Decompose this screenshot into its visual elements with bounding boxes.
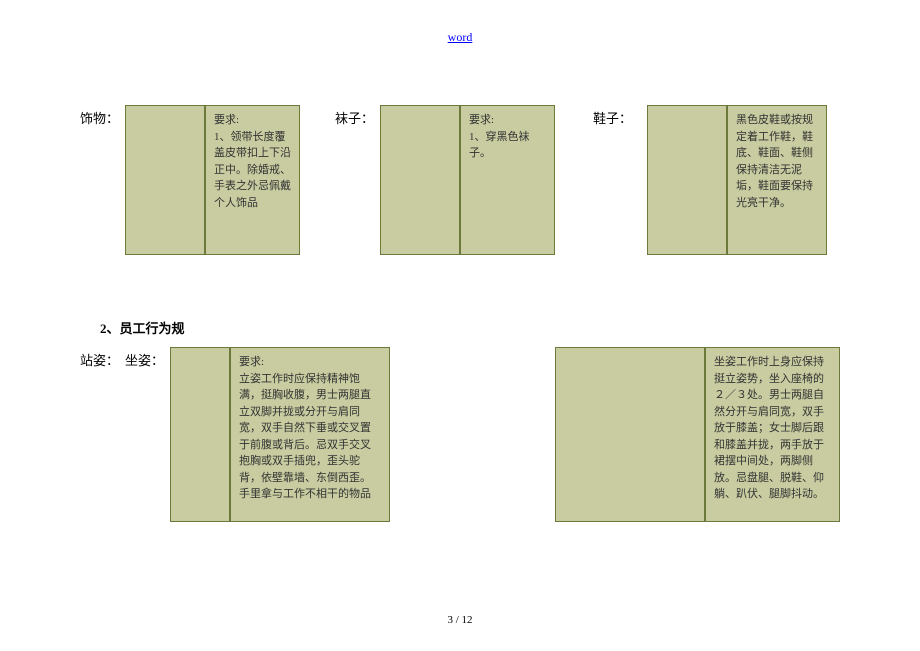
- box-accessories-left: [125, 105, 205, 255]
- box-standing-left: [170, 347, 230, 522]
- label-accessories: 饰物：: [80, 108, 119, 127]
- section-title: 2、员工行为规: [100, 318, 185, 337]
- box-sitting: 坐姿工作时上身应保持挺立姿势，坐入座椅的２／３处。男士两腿自然分开与肩同宽，双手…: [555, 347, 840, 522]
- box-sitting-text: 坐姿工作时上身应保持挺立姿势，坐入座椅的２／３处。男士两腿自然分开与肩同宽，双手…: [705, 347, 840, 522]
- box-socks-text: 要求: 1、穿黑色袜子。: [460, 105, 555, 255]
- box-sitting-left: [555, 347, 705, 522]
- box-socks-left: [380, 105, 460, 255]
- label-socks: 袜子：: [335, 108, 374, 127]
- label-standing: 站姿：: [80, 350, 119, 369]
- header-link[interactable]: word: [448, 30, 473, 45]
- box-standing: 要求: 立姿工作时应保持精神饱满，挺胸收腹，男士两腿直立双脚并拢或分开与肩同宽，…: [170, 347, 390, 522]
- page-footer: 3 / 12: [447, 614, 472, 626]
- box-standing-text: 要求: 立姿工作时应保持精神饱满，挺胸收腹，男士两腿直立双脚并拢或分开与肩同宽，…: [230, 347, 390, 522]
- box-accessories: 要求: 1、领带长度覆盖皮带扣上下沿正中。除婚戒、手表之外忌佩戴个人饰品: [125, 105, 300, 255]
- box-shoes-text: 黑色皮鞋或按规定着工作鞋，鞋底、鞋面、鞋侧保持清洁无泥垢，鞋面要保持光亮干净。: [727, 105, 827, 255]
- label-sitting: 坐姿：: [125, 350, 164, 369]
- label-shoes: 鞋子：: [593, 108, 632, 127]
- box-accessories-text: 要求: 1、领带长度覆盖皮带扣上下沿正中。除婚戒、手表之外忌佩戴个人饰品: [205, 105, 300, 255]
- box-shoes: 黑色皮鞋或按规定着工作鞋，鞋底、鞋面、鞋侧保持清洁无泥垢，鞋面要保持光亮干净。: [647, 105, 827, 255]
- box-socks: 要求: 1、穿黑色袜子。: [380, 105, 555, 255]
- box-shoes-left: [647, 105, 727, 255]
